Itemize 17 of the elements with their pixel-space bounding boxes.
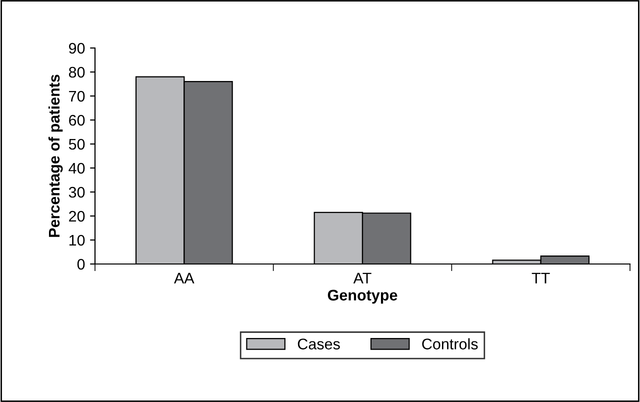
y-tick-label: 80 [68, 66, 85, 78]
y-tick-label: 70 [69, 90, 85, 102]
x-tick-label: AA [174, 272, 194, 284]
legend-label: Controls [422, 338, 478, 350]
legend-label: Cases [298, 338, 340, 350]
x-tick-label: AT [353, 272, 372, 284]
y-tick-label: 20 [69, 210, 85, 222]
y-axis-title: Percentage of patients [48, 74, 63, 237]
y-tick-label: 0 [77, 258, 85, 270]
y-tick-label: 40 [68, 162, 85, 174]
y-tick-label: 60 [69, 114, 85, 126]
y-tick-label: 30 [68, 186, 85, 198]
y-tick-label: 90 [69, 42, 85, 54]
x-axis-title: Genotype [328, 290, 398, 304]
y-tick-label: 10 [69, 234, 85, 246]
y-tick-label: 50 [68, 138, 85, 150]
x-tick-label: TT [532, 272, 550, 284]
